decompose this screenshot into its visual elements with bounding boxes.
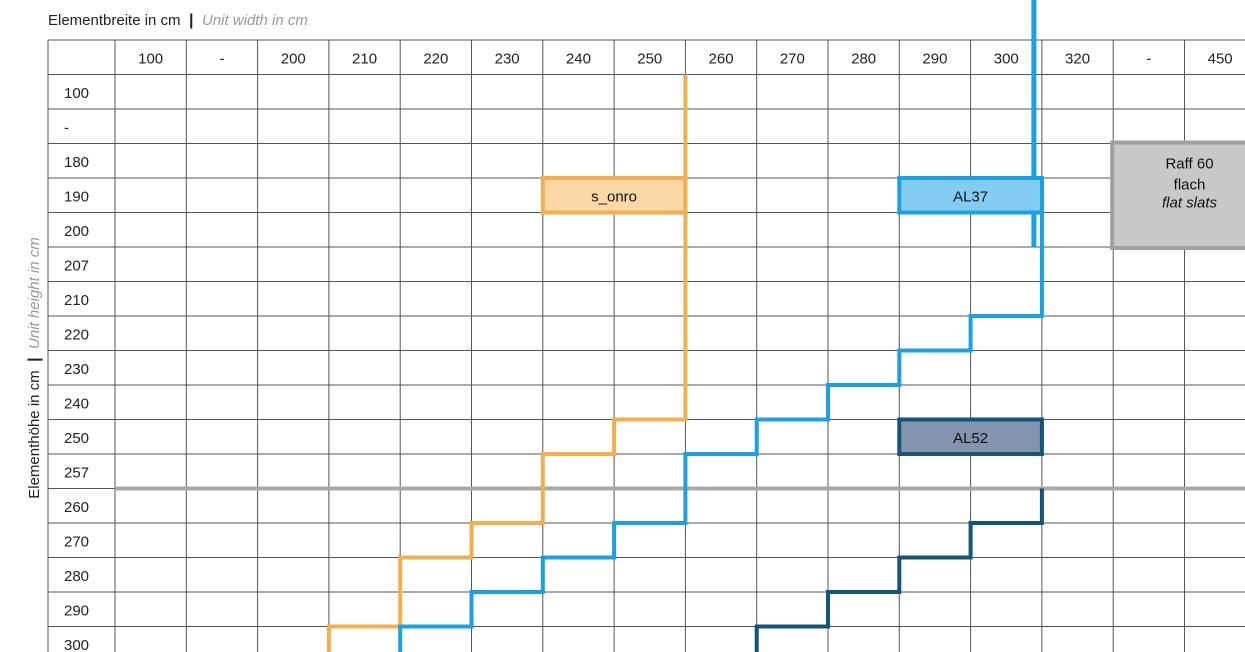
y-tick-label: 257 bbox=[64, 464, 89, 481]
y-tick-label: 180 bbox=[64, 154, 89, 171]
y-tick-label: 260 bbox=[64, 499, 89, 516]
y-tick-label: 100 bbox=[64, 85, 89, 102]
x-tick-label: 230 bbox=[495, 50, 520, 67]
annotation-line: Raff 60 bbox=[1165, 156, 1213, 173]
x-axis-label-english: Unit width in cm bbox=[202, 12, 308, 29]
series-label-al37: AL37 bbox=[953, 188, 988, 205]
y-tick-label: 250 bbox=[64, 430, 89, 447]
y-tick-label: 240 bbox=[64, 395, 89, 412]
x-tick-label: 320 bbox=[1065, 50, 1090, 67]
series-group bbox=[326, 0, 1044, 652]
tick-labels: 100 - 200 210 220 230 240 250 260 270 280 290 300 320… bbox=[64, 50, 1233, 652]
y-tick-label: 210 bbox=[64, 292, 89, 309]
x-tick-label: 220 bbox=[423, 50, 448, 67]
series-line-s_onro bbox=[326, 74, 688, 652]
x-tick-label: 280 bbox=[851, 50, 876, 67]
x-tick-label: - bbox=[219, 50, 224, 67]
x-tick-label: 450 bbox=[1208, 50, 1233, 67]
y-axis-label-separator: | bbox=[26, 357, 43, 361]
y-tick-label: 200 bbox=[64, 223, 89, 240]
x-tick-label: - bbox=[1146, 50, 1151, 67]
y-axis-label-english: Unit height in cm bbox=[26, 237, 43, 349]
y-axis-title: Elementhöhe in cm | Unit height in cm bbox=[26, 237, 43, 499]
x-tick-label: 210 bbox=[352, 50, 377, 67]
x-axis-label: Elementbreite in cm bbox=[48, 12, 181, 29]
grid bbox=[47, 39, 1245, 652]
x-axis-title: Elementbreite in cm | Unit width in cm bbox=[48, 12, 308, 29]
x-tick-label: 250 bbox=[637, 50, 662, 67]
series-label-s_onro: s_onro bbox=[591, 188, 637, 205]
annotation-line: flach bbox=[1174, 177, 1206, 194]
y-tick-label: 230 bbox=[64, 361, 89, 378]
x-tick-label: 200 bbox=[281, 50, 306, 67]
y-tick-label: 280 bbox=[64, 568, 89, 585]
series-line-al37 bbox=[398, 178, 1044, 652]
series-labels: s_onro AL37 AL52 bbox=[540, 176, 1044, 456]
x-tick-label: 240 bbox=[566, 50, 591, 67]
series-label-box-al37 bbox=[897, 176, 1044, 215]
x-tick-label: 300 bbox=[994, 50, 1019, 67]
y-tick-label: 207 bbox=[64, 257, 89, 274]
y-tick-label: 270 bbox=[64, 533, 89, 550]
x-tick-label: 100 bbox=[138, 50, 163, 67]
x-tick-label: 270 bbox=[780, 50, 805, 67]
x-tick-label: 260 bbox=[709, 50, 734, 67]
series-line-al52 bbox=[754, 488, 1044, 652]
series-label-box-s_onro bbox=[540, 176, 688, 215]
x-tick-label: 290 bbox=[922, 50, 947, 67]
y-tick-label: 300 bbox=[64, 637, 89, 652]
y-tick-label: 190 bbox=[64, 188, 89, 205]
annotation-box bbox=[1110, 140, 1245, 250]
annotation-italic-line: flat slats bbox=[1162, 195, 1218, 212]
x-axis-label-separator: | bbox=[189, 12, 193, 29]
y-axis-label: Elementhöhe in cm bbox=[26, 370, 43, 498]
y-tick-label: 220 bbox=[64, 326, 89, 343]
series-label-box-al52 bbox=[897, 417, 1044, 456]
y-tick-label: 290 bbox=[64, 602, 89, 619]
series-label-al52: AL52 bbox=[953, 430, 988, 447]
y-tick-label: - bbox=[64, 119, 69, 136]
